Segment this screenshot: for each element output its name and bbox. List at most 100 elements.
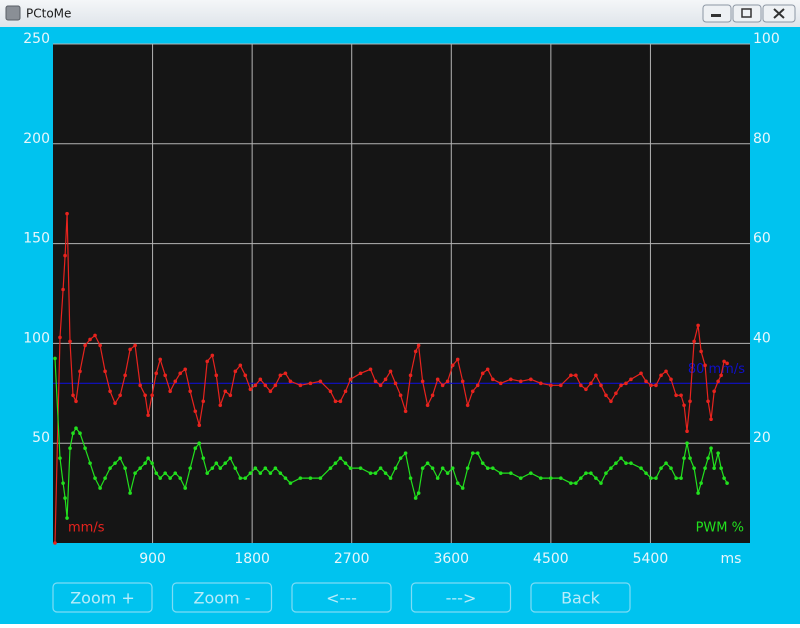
legend-label: PWM %: [696, 521, 744, 536]
data-point: [639, 466, 643, 470]
data-point: [273, 466, 278, 470]
button[interactable]: [52, 582, 153, 613]
maximize-button[interactable]: [732, 4, 762, 23]
data-point: [518, 476, 523, 480]
data-point: [629, 461, 633, 465]
data-point: [709, 417, 713, 422]
data-point: [233, 369, 238, 374]
data-point: [393, 381, 398, 386]
data-point: [692, 466, 696, 470]
data-point: [679, 476, 683, 480]
data-point: [68, 339, 72, 344]
data-point: [703, 363, 707, 368]
button-label[interactable]: Zoom -: [194, 589, 251, 608]
y-tick-label: 50: [32, 430, 50, 446]
data-point: [71, 431, 75, 436]
button[interactable]: [171, 582, 273, 613]
x-tick-label: 900: [139, 551, 166, 567]
data-point: [480, 371, 485, 376]
data-point: [253, 383, 258, 388]
data-point: [53, 541, 57, 545]
data-point: [388, 476, 393, 480]
data-point: [333, 399, 338, 404]
data-point: [480, 461, 485, 465]
data-point: [455, 357, 460, 362]
data-point: [435, 377, 440, 382]
button-label[interactable]: Back: [561, 589, 601, 608]
data-point: [420, 466, 425, 470]
data-point: [193, 446, 198, 450]
data-point: [674, 393, 678, 398]
data-point: [283, 476, 288, 480]
data-point: [383, 471, 388, 475]
data-point: [258, 377, 263, 382]
data-point: [228, 393, 233, 398]
data-point: [699, 349, 703, 354]
x-tick-label: 5400: [633, 551, 669, 567]
data-point: [722, 476, 726, 480]
data-point: [413, 496, 418, 500]
data-point: [118, 456, 122, 460]
data-point: [669, 466, 673, 470]
close-button[interactable]: [762, 4, 796, 23]
data-point: [278, 471, 283, 475]
data-point: [205, 471, 210, 475]
data-point: [455, 481, 460, 485]
button[interactable]: [530, 582, 631, 613]
x-tick-label: 4500: [533, 551, 569, 567]
data-point: [725, 481, 729, 485]
data-point: [654, 476, 658, 480]
data-point: [725, 361, 729, 366]
minimize-button[interactable]: [702, 4, 732, 23]
button-label[interactable]: --->: [446, 589, 477, 608]
data-point: [470, 451, 475, 455]
data-point: [278, 373, 283, 378]
data-point: [163, 373, 167, 378]
chart: 50 100 150 200 250 20 40 60 80 100 900 1800 2700 3600…: [23, 31, 779, 567]
data-point: [584, 387, 588, 392]
data-point: [108, 466, 112, 470]
data-point: [223, 461, 228, 465]
data-point: [63, 496, 67, 500]
button-label[interactable]: <---: [326, 589, 357, 608]
data-point: [328, 466, 333, 470]
data-point: [559, 476, 563, 480]
title-bar: [0, 0, 800, 27]
data-point: [333, 461, 338, 465]
data-point: [168, 476, 172, 480]
data-point: [74, 399, 78, 404]
data-point: [430, 466, 435, 470]
data-point: [61, 481, 65, 485]
data-point: [113, 461, 117, 465]
data-point: [358, 371, 363, 376]
button-row: Zoom + Zoom - <--- ---> Back: [52, 582, 631, 613]
data-point: [133, 471, 137, 475]
data-point: [420, 379, 425, 384]
data-point: [445, 471, 450, 475]
data-point: [65, 211, 69, 216]
data-point: [569, 481, 573, 485]
data-point: [258, 471, 263, 475]
data-point: [358, 466, 363, 470]
data-point: [716, 451, 720, 455]
data-point: [173, 379, 178, 384]
data-point: [308, 476, 313, 480]
data-point: [706, 456, 710, 460]
data-point: [378, 383, 383, 388]
data-point: [201, 399, 206, 404]
data-point: [93, 476, 97, 480]
data-point: [188, 389, 192, 394]
data-point: [659, 466, 663, 470]
data-point: [298, 476, 303, 480]
button[interactable]: [291, 582, 392, 613]
app-icon: [5, 5, 21, 21]
y-tick-label: 200: [23, 131, 50, 147]
data-point: [61, 287, 65, 292]
data-point: [158, 476, 163, 480]
button[interactable]: [410, 582, 512, 613]
button-label[interactable]: Zoom +: [70, 589, 135, 608]
data-point: [518, 379, 523, 384]
data-point: [440, 383, 445, 388]
data-point: [574, 373, 578, 378]
data-point: [268, 389, 273, 394]
